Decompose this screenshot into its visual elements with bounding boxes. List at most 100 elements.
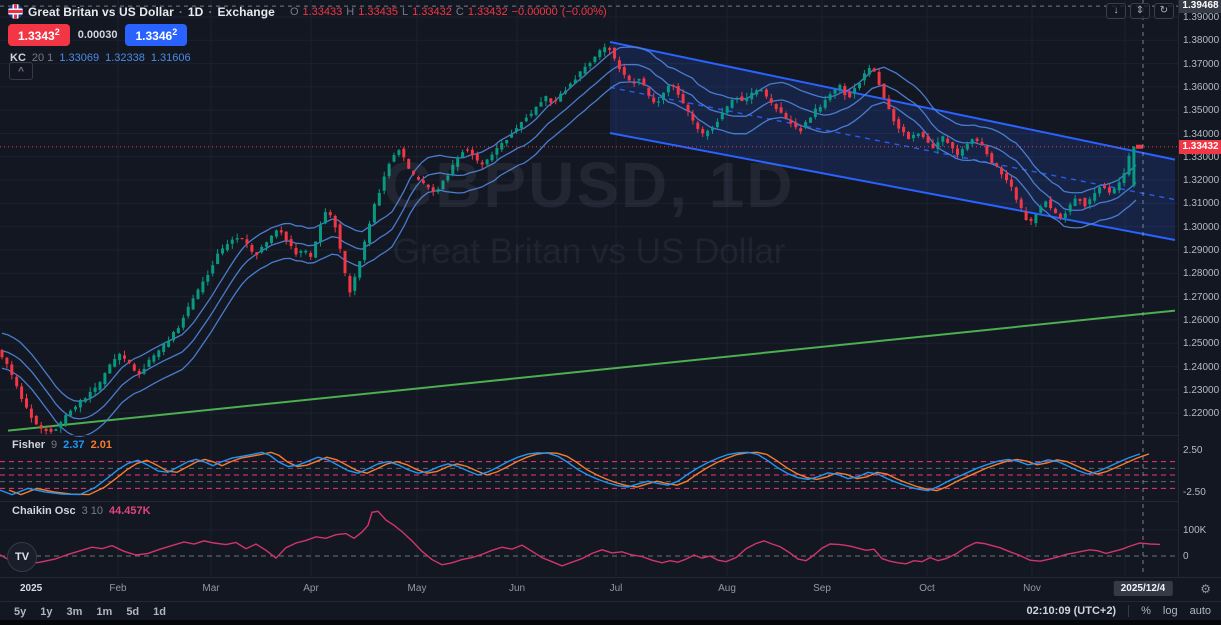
fisher-param: 9 — [51, 439, 58, 451]
time-tick-month: Jul — [609, 583, 623, 594]
chaikin-axis-tick: 0 — [1183, 551, 1189, 562]
kc-middle-value: 1.32338 — [105, 52, 145, 64]
chevron-up-icon: ^ — [18, 65, 24, 77]
low-label: L — [401, 5, 409, 18]
time-tick-month: Jun — [508, 583, 526, 594]
time-tick-month: Sep — [813, 583, 831, 594]
buy-price-sup: 2 — [172, 27, 178, 37]
time-tick-month: Oct — [919, 583, 935, 594]
scale-buttons: % log auto — [1141, 605, 1211, 617]
time-tick-year: 2025 — [20, 583, 43, 594]
range-button-5d[interactable]: 5d — [126, 606, 140, 618]
price-tick: 1.29000 — [1183, 245, 1220, 256]
price-tick: 1.36000 — [1183, 81, 1220, 93]
chaikin-value: 44.457K — [109, 505, 151, 517]
time-tick-month: Mar — [202, 583, 220, 594]
range-button-3m[interactable]: 3m — [66, 606, 83, 618]
kc-lower-value: 1.31606 — [150, 52, 191, 64]
fisher-value-blue: 2.37 — [63, 439, 85, 451]
tradingview-logo[interactable]: TV — [7, 542, 37, 572]
fisher-name: Fisher — [12, 439, 46, 451]
fisher-axis-tick: -2.50 — [1183, 487, 1206, 498]
range-button-1y[interactable]: 1y — [40, 606, 53, 618]
timeframe-label[interactable]: 1D — [187, 4, 204, 19]
open-value: 1.33433 — [302, 5, 343, 18]
price-tick: 1.24000 — [1183, 361, 1220, 373]
kc-params: 20 1 — [31, 52, 54, 64]
tv-logo-text: TV — [14, 551, 30, 563]
toolbar-divider — [1128, 605, 1130, 617]
chart-canvas[interactable] — [0, 0, 1221, 601]
crosshair-date-badge: 2025/12/4 — [1113, 581, 1173, 596]
fisher-value-orange: 2.01 — [90, 439, 112, 451]
fisher-axis-tick: 2.50 — [1183, 445, 1203, 456]
price-tick: 1.28000 — [1183, 268, 1220, 280]
buy-button[interactable]: 1.33462 — [125, 24, 188, 46]
window-bottom-strip — [0, 620, 1221, 625]
time-tick-month: Apr — [303, 583, 319, 594]
clock-label[interactable]: 02:10:09 (UTC+2) — [1026, 605, 1117, 617]
change-value: −0.00000 — [511, 5, 558, 18]
price-tick: 1.22000 — [1183, 408, 1220, 420]
ohlc-readout: O 1.33433 H 1.33435 L 1.33432 C 1.33432 … — [290, 6, 607, 18]
legend-collapse-button[interactable]: ^ — [9, 62, 33, 80]
time-axis[interactable]: 2025 2025/12/4 ⚙ Feb Mar Apr May Jun Jul Aug Se… — [0, 577, 1221, 601]
close-value: 1.33432 — [467, 5, 508, 18]
price-tick: 1.33000 — [1183, 151, 1220, 163]
kc-name: KC — [10, 52, 26, 64]
spread-value: 0.00030 — [77, 29, 118, 41]
range-buttons: 5y 1y 3m 1m 5d 1d — [0, 602, 166, 620]
sell-price: 1.3343 — [18, 29, 55, 43]
chaikin-params: 3 10 — [81, 505, 103, 517]
separator: · — [178, 4, 183, 19]
sell-price-sup: 2 — [54, 27, 60, 37]
open-label: O — [289, 5, 299, 18]
price-tick: 1.25000 — [1183, 338, 1220, 350]
gb-flag-icon — [8, 4, 23, 19]
crosshair-price-badge: 1.39468 — [1179, 0, 1221, 14]
price-tick: 1.38000 — [1183, 35, 1220, 47]
kc-indicator-legend[interactable]: KC 20 1 1.33069 1.32338 1.31606 — [10, 52, 191, 64]
fisher-indicator-legend[interactable]: Fisher 9 2.37 2.01 — [12, 439, 112, 451]
chaikin-axis-tick: 100K — [1183, 525, 1207, 536]
pane-down-button[interactable]: ↓ — [1106, 3, 1126, 19]
price-tick: 1.26000 — [1183, 314, 1220, 326]
sell-button[interactable]: 1.33432 — [8, 24, 70, 46]
separator: · — [208, 4, 213, 19]
bottom-toolbar: 5y 1y 3m 1m 5d 1d 02:10:09 (UTC+2) % log auto — [0, 601, 1221, 620]
time-tick-month: Nov — [1023, 583, 1041, 594]
last-price-badge: 1.33432 — [1179, 139, 1221, 154]
range-button-1d[interactable]: 1d — [153, 606, 166, 618]
time-tick-month: Aug — [718, 583, 736, 594]
price-tick: 1.39000 — [1183, 12, 1220, 23]
chaikin-indicator-legend[interactable]: Chaikin Osc 3 10 44.457K — [12, 505, 151, 517]
price-tick: 1.32000 — [1183, 175, 1220, 187]
price-tick: 1.35000 — [1183, 105, 1220, 117]
range-button-1m[interactable]: 1m — [96, 606, 113, 618]
pane-restore-button[interactable]: ↻ — [1154, 3, 1174, 19]
price-tick: 1.34000 — [1183, 128, 1220, 140]
symbol-title[interactable]: Great Britan vs US Dollar — [28, 4, 174, 19]
high-label: H — [346, 5, 355, 18]
kc-upper-value: 1.33069 — [59, 52, 100, 64]
pane-maximize-button[interactable]: ⇕ — [1130, 3, 1150, 19]
high-value: 1.33435 — [358, 5, 398, 18]
time-tick-month: May — [407, 583, 427, 594]
price-axis[interactable]: 1.39000 1.38000 1.37000 1.36000 1.35000 1.340… — [1178, 0, 1221, 577]
close-label: C — [455, 5, 464, 18]
scale-button-%[interactable]: % — [1141, 605, 1151, 617]
price-tick: 1.27000 — [1183, 291, 1220, 303]
time-tick-month: Feb — [109, 583, 127, 594]
gear-icon[interactable]: ⚙ — [1200, 582, 1211, 596]
chaikin-name: Chaikin Osc — [12, 505, 76, 517]
range-button-5y[interactable]: 5y — [14, 606, 27, 618]
pane-controls: ↓ ⇕ ↻ — [1106, 3, 1174, 19]
scale-button-log[interactable]: log — [1162, 605, 1178, 617]
price-tick: 1.37000 — [1183, 58, 1220, 70]
scale-button-auto[interactable]: auto — [1189, 605, 1211, 617]
market-label: Exchange — [217, 4, 275, 19]
price-tick: 1.31000 — [1183, 198, 1220, 210]
buy-price: 1.3346 — [135, 29, 173, 43]
low-value: 1.33432 — [412, 5, 452, 18]
